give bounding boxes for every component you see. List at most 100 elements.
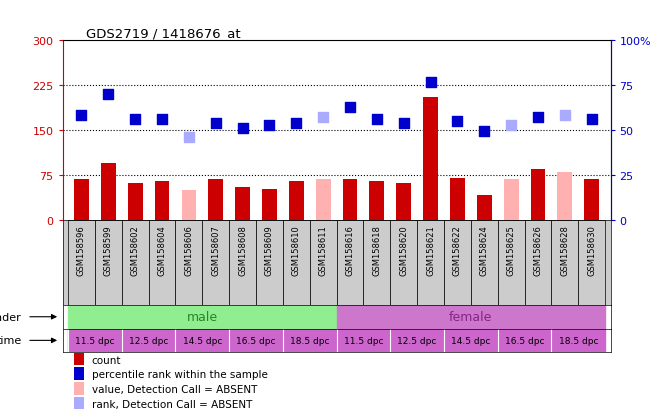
Bar (74, 382, 84, 395)
Bar (337, 329, 390, 352)
Text: GSM158625: GSM158625 (507, 225, 515, 275)
Point (399, 120, 409, 127)
Bar (450, 178, 465, 221)
Text: GSM158621: GSM158621 (426, 225, 435, 275)
Point (587, 117, 597, 123)
Bar (74, 180, 89, 221)
Bar (122, 329, 176, 352)
Bar (74, 397, 84, 409)
Text: value, Detection Call = ABSENT: value, Detection Call = ABSENT (92, 384, 257, 394)
Text: GSM158620: GSM158620 (399, 225, 409, 275)
Bar (370, 182, 384, 221)
Bar (584, 180, 599, 221)
FancyBboxPatch shape (525, 221, 551, 305)
Point (291, 120, 302, 127)
Text: GSM158607: GSM158607 (211, 225, 220, 275)
Bar (289, 182, 304, 221)
Text: female: female (449, 311, 492, 323)
Point (76, 113, 86, 119)
Point (130, 117, 141, 123)
Text: 16.5 dpc: 16.5 dpc (236, 336, 276, 345)
Text: 12.5 dpc: 12.5 dpc (129, 336, 168, 345)
Text: GSM158630: GSM158630 (587, 225, 596, 275)
Text: 18.5 dpc: 18.5 dpc (290, 336, 329, 345)
Point (560, 113, 570, 119)
Bar (101, 164, 116, 221)
Bar (154, 182, 170, 221)
Bar (504, 180, 519, 221)
FancyBboxPatch shape (283, 221, 310, 305)
Bar (337, 305, 605, 329)
Bar (390, 329, 444, 352)
Bar (423, 98, 438, 221)
Text: GSM158626: GSM158626 (533, 225, 543, 275)
Point (479, 129, 490, 135)
FancyBboxPatch shape (471, 221, 498, 305)
Text: GSM158616: GSM158616 (346, 225, 354, 275)
FancyBboxPatch shape (364, 221, 390, 305)
FancyBboxPatch shape (390, 221, 417, 305)
FancyBboxPatch shape (444, 221, 471, 305)
Bar (209, 180, 223, 221)
Text: GSM158608: GSM158608 (238, 225, 247, 275)
Point (211, 120, 221, 127)
Bar (182, 190, 196, 221)
FancyBboxPatch shape (498, 221, 525, 305)
Text: GSM158622: GSM158622 (453, 225, 462, 275)
Text: GSM158618: GSM158618 (372, 225, 381, 275)
Text: time: time (0, 335, 22, 346)
Text: percentile rank within the sample: percentile rank within the sample (92, 369, 267, 380)
Point (318, 114, 329, 121)
Text: GSM158599: GSM158599 (104, 225, 113, 275)
Point (533, 114, 543, 121)
FancyBboxPatch shape (95, 221, 122, 305)
Bar (262, 189, 277, 221)
FancyBboxPatch shape (68, 221, 95, 305)
Text: 12.5 dpc: 12.5 dpc (397, 336, 437, 345)
Text: 11.5 dpc: 11.5 dpc (344, 336, 383, 345)
FancyBboxPatch shape (578, 221, 605, 305)
Text: GSM158610: GSM158610 (292, 225, 301, 275)
Bar (558, 173, 572, 221)
Bar (235, 188, 250, 221)
Text: count: count (92, 355, 121, 365)
Bar (531, 170, 545, 221)
Bar (68, 329, 122, 352)
Text: 11.5 dpc: 11.5 dpc (75, 336, 115, 345)
FancyBboxPatch shape (256, 221, 283, 305)
Point (183, 135, 194, 141)
Point (264, 123, 275, 129)
Text: GSM158611: GSM158611 (319, 225, 327, 275)
Bar (128, 183, 143, 221)
Text: 16.5 dpc: 16.5 dpc (505, 336, 544, 345)
FancyBboxPatch shape (310, 221, 337, 305)
Bar (176, 329, 229, 352)
Text: GSM158602: GSM158602 (131, 225, 140, 275)
FancyBboxPatch shape (122, 221, 148, 305)
Bar (551, 329, 605, 352)
FancyBboxPatch shape (148, 221, 176, 305)
Text: GSM158624: GSM158624 (480, 225, 489, 275)
Point (372, 117, 382, 123)
Bar (74, 368, 84, 380)
Bar (397, 183, 411, 221)
Text: GDS2719 / 1418676_at: GDS2719 / 1418676_at (86, 27, 240, 40)
Text: GSM158628: GSM158628 (560, 225, 570, 275)
Bar (283, 329, 337, 352)
Text: GSM158604: GSM158604 (158, 225, 166, 275)
Text: 14.5 dpc: 14.5 dpc (183, 336, 222, 345)
Point (506, 123, 516, 129)
Bar (343, 180, 358, 221)
FancyBboxPatch shape (203, 221, 229, 305)
Text: GSM158606: GSM158606 (184, 225, 193, 275)
Text: rank, Detection Call = ABSENT: rank, Detection Call = ABSENT (92, 399, 252, 409)
Bar (68, 305, 337, 329)
Text: male: male (187, 311, 218, 323)
Bar (444, 329, 498, 352)
FancyBboxPatch shape (551, 221, 578, 305)
Text: gender: gender (0, 312, 22, 322)
Bar (477, 195, 492, 221)
Text: 18.5 dpc: 18.5 dpc (558, 336, 598, 345)
Bar (74, 353, 84, 366)
Bar (229, 329, 283, 352)
